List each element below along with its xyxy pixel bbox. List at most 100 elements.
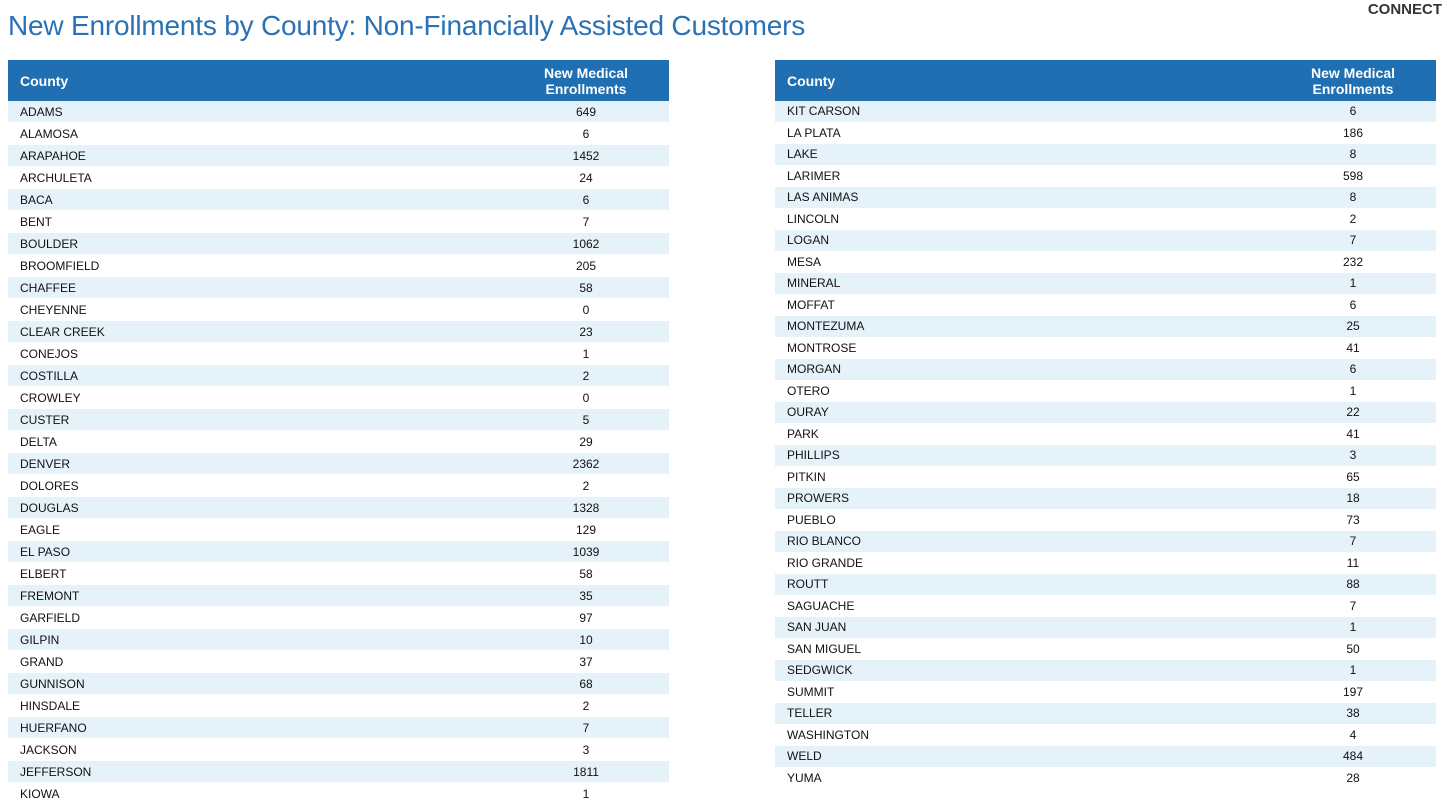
table-row: KIOWA 1 (8, 782, 669, 805)
table-row: EL PASO 1039 (8, 540, 669, 563)
enrollment-cell: 1062 (503, 232, 669, 255)
enrollment-cell: 484 (1270, 745, 1436, 768)
enrollment-table: County New Medical Enrollments ADAMS 649 ALA… (8, 60, 669, 805)
enrollment-cell: 6 (1270, 358, 1436, 381)
county-cell: DELTA (8, 430, 503, 453)
table-row: MESA 232 (775, 251, 1436, 273)
table-row: MONTEZUMA 25 (775, 315, 1436, 338)
table-row: JACKSON 3 (8, 738, 669, 761)
table-row: OURAY 22 (775, 401, 1436, 424)
table-row: FREMONT 35 (8, 584, 669, 607)
enrollment-cell: 197 (1270, 681, 1436, 703)
county-cell: ELBERT (8, 562, 503, 585)
table-row: PARK 41 (775, 423, 1436, 445)
enrollment-cell: 3 (503, 738, 669, 761)
enrollment-cell: 2 (503, 474, 669, 497)
table-row: SAGUACHE 7 (775, 595, 1436, 617)
table-row: TELLER 38 (775, 702, 1436, 725)
enrollment-cell: 1039 (503, 540, 669, 563)
table-row: OTERO 1 (775, 380, 1436, 402)
enrollment-cell: 11 (1270, 552, 1436, 574)
table-row: LOGAN 7 (775, 229, 1436, 252)
county-cell: DENVER (8, 452, 503, 475)
enrollment-cell: 18 (1270, 487, 1436, 510)
county-cell: MOFFAT (775, 294, 1270, 316)
county-cell: BACA (8, 188, 503, 211)
table-row: DOLORES 2 (8, 474, 669, 497)
county-cell: KIOWA (8, 782, 503, 805)
column-header: County (8, 60, 503, 101)
enrollment-cell: 3 (1270, 444, 1436, 467)
table-row: SAN JUAN 1 (775, 616, 1436, 639)
enrollment-cell: 29 (503, 430, 669, 453)
county-cell: MESA (775, 251, 1270, 273)
county-cell: BROOMFIELD (8, 254, 503, 277)
enrollment-cell: 598 (1270, 165, 1436, 187)
enrollment-cell: 205 (503, 254, 669, 277)
table-row: RIO BLANCO 7 (775, 530, 1436, 553)
table-row: BENT 7 (8, 210, 669, 233)
county-cell: OURAY (775, 401, 1270, 424)
county-cell: WASHINGTON (775, 724, 1270, 746)
enrollment-table: County New Medical Enrollments KIT CARSON 6… (775, 60, 1436, 789)
table-row: GUNNISON 68 (8, 672, 669, 695)
county-cell: GRAND (8, 650, 503, 673)
enrollment-cell: 6 (503, 122, 669, 145)
enrollment-cell: 0 (503, 386, 669, 409)
county-cell: DOUGLAS (8, 496, 503, 519)
enrollment-cell: 35 (503, 584, 669, 607)
enrollment-cell: 73 (1270, 509, 1436, 531)
enrollment-cell: 1328 (503, 496, 669, 519)
county-cell: PITKIN (775, 466, 1270, 488)
enrollment-cell: 50 (1270, 638, 1436, 660)
enrollment-cell: 1452 (503, 144, 669, 167)
county-cell: GUNNISON (8, 672, 503, 695)
table-row: DENVER 2362 (8, 452, 669, 475)
enrollment-cell: 232 (1270, 251, 1436, 273)
table-row: LA PLATA 186 (775, 122, 1436, 144)
county-cell: LAKE (775, 143, 1270, 166)
enrollment-cell: 129 (503, 518, 669, 541)
county-cell: YUMA (775, 767, 1270, 789)
page-title: New Enrollments by County: Non-Financial… (8, 10, 805, 41)
enrollment-cell: 2362 (503, 452, 669, 475)
table-row: CHEYENNE 0 (8, 298, 669, 321)
enrollment-cell: 58 (503, 562, 669, 585)
county-cell: DOLORES (8, 474, 503, 497)
county-cell: MORGAN (775, 358, 1270, 381)
county-cell: LAS ANIMAS (775, 186, 1270, 209)
enrollment-cell: 22 (1270, 401, 1436, 424)
column-header: New Medical Enrollments (503, 60, 669, 101)
county-cell: CLEAR CREEK (8, 320, 503, 343)
county-cell: PARK (775, 423, 1270, 445)
table-row: CONEJOS 1 (8, 342, 669, 365)
enrollment-cell: 25 (1270, 315, 1436, 338)
county-cell: JACKSON (8, 738, 503, 761)
county-cell: KIT CARSON (775, 101, 1270, 123)
table-row: CLEAR CREEK 23 (8, 320, 669, 343)
table-row: SAN MIGUEL 50 (775, 638, 1436, 660)
table-row: PITKIN 65 (775, 466, 1436, 488)
county-cell: HUERFANO (8, 716, 503, 739)
enrollment-cell: 58 (503, 276, 669, 299)
table-row: MOFFAT 6 (775, 294, 1436, 316)
county-cell: WELD (775, 745, 1270, 768)
enrollment-cell: 7 (1270, 229, 1436, 252)
table-row: MONTROSE 41 (775, 337, 1436, 359)
table-row: LARIMER 598 (775, 165, 1436, 187)
table-row: SUMMIT 197 (775, 681, 1436, 703)
county-cell: LOGAN (775, 229, 1270, 252)
table-row: HUERFANO 7 (8, 716, 669, 739)
enrollment-cell: 6 (503, 188, 669, 211)
enrollment-cell: 41 (1270, 423, 1436, 445)
county-cell: LINCOLN (775, 208, 1270, 230)
table-row: JEFFERSON 1811 (8, 760, 669, 783)
county-cell: PHILLIPS (775, 444, 1270, 467)
enrollment-cell: 2 (503, 364, 669, 387)
enrollment-cell: 1811 (503, 760, 669, 783)
enrollment-cell: 7 (1270, 530, 1436, 553)
enrollment-cell: 0 (503, 298, 669, 321)
county-cell: ADAMS (8, 101, 503, 123)
county-cell: FREMONT (8, 584, 503, 607)
